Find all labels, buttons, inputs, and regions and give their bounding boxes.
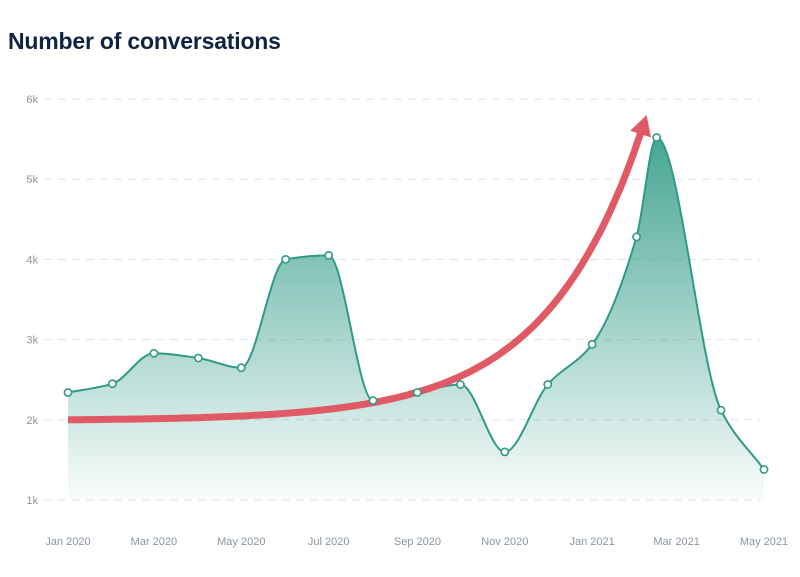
series-area	[68, 137, 764, 500]
x-tick-label: Sep 2020	[394, 536, 441, 548]
x-tick-label: Jul 2020	[308, 536, 350, 548]
y-tick-label: 4k	[26, 254, 38, 266]
x-axis: Jan 2020 Mar 2020 May 2020 Jul 2020 Sep 2020…	[45, 536, 788, 548]
data-point	[281, 254, 291, 264]
x-tick-label: Nov 2020	[481, 536, 528, 548]
y-tick-label: 6k	[26, 94, 38, 106]
x-tick-label: Mar 2021	[653, 536, 699, 548]
y-tick-label: 5k	[26, 174, 38, 186]
y-tick-label: 2k	[26, 415, 38, 427]
data-point	[107, 379, 117, 389]
data-points	[63, 133, 769, 474]
data-point	[500, 447, 510, 457]
y-tick-label: 3k	[26, 335, 38, 347]
data-point	[632, 232, 641, 242]
data-point	[63, 388, 73, 397]
x-tick-label: Jan 2020	[45, 536, 90, 548]
page-title: Number of conversations	[8, 28, 281, 54]
y-tick-label: 1k	[26, 495, 38, 507]
trend-arrowhead	[630, 115, 651, 138]
data-point	[543, 380, 553, 389]
x-tick-label: May 2020	[217, 536, 265, 548]
data-point	[368, 396, 378, 405]
x-tick-label: Mar 2020	[131, 536, 177, 548]
data-point	[455, 380, 465, 389]
data-point	[324, 250, 334, 260]
y-axis: 1k 2k 3k 4k 5k 6k	[26, 94, 38, 507]
data-point	[587, 340, 597, 349]
data-point	[413, 388, 422, 397]
data-point	[236, 363, 246, 373]
data-point	[716, 405, 726, 415]
data-point	[652, 133, 661, 142]
trend-arrow	[67, 130, 645, 424]
x-tick-label: May 2021	[740, 536, 788, 548]
x-tick-label: Jan 2021	[570, 536, 615, 548]
data-point	[149, 348, 159, 358]
data-point	[759, 465, 769, 474]
data-point	[193, 353, 203, 363]
